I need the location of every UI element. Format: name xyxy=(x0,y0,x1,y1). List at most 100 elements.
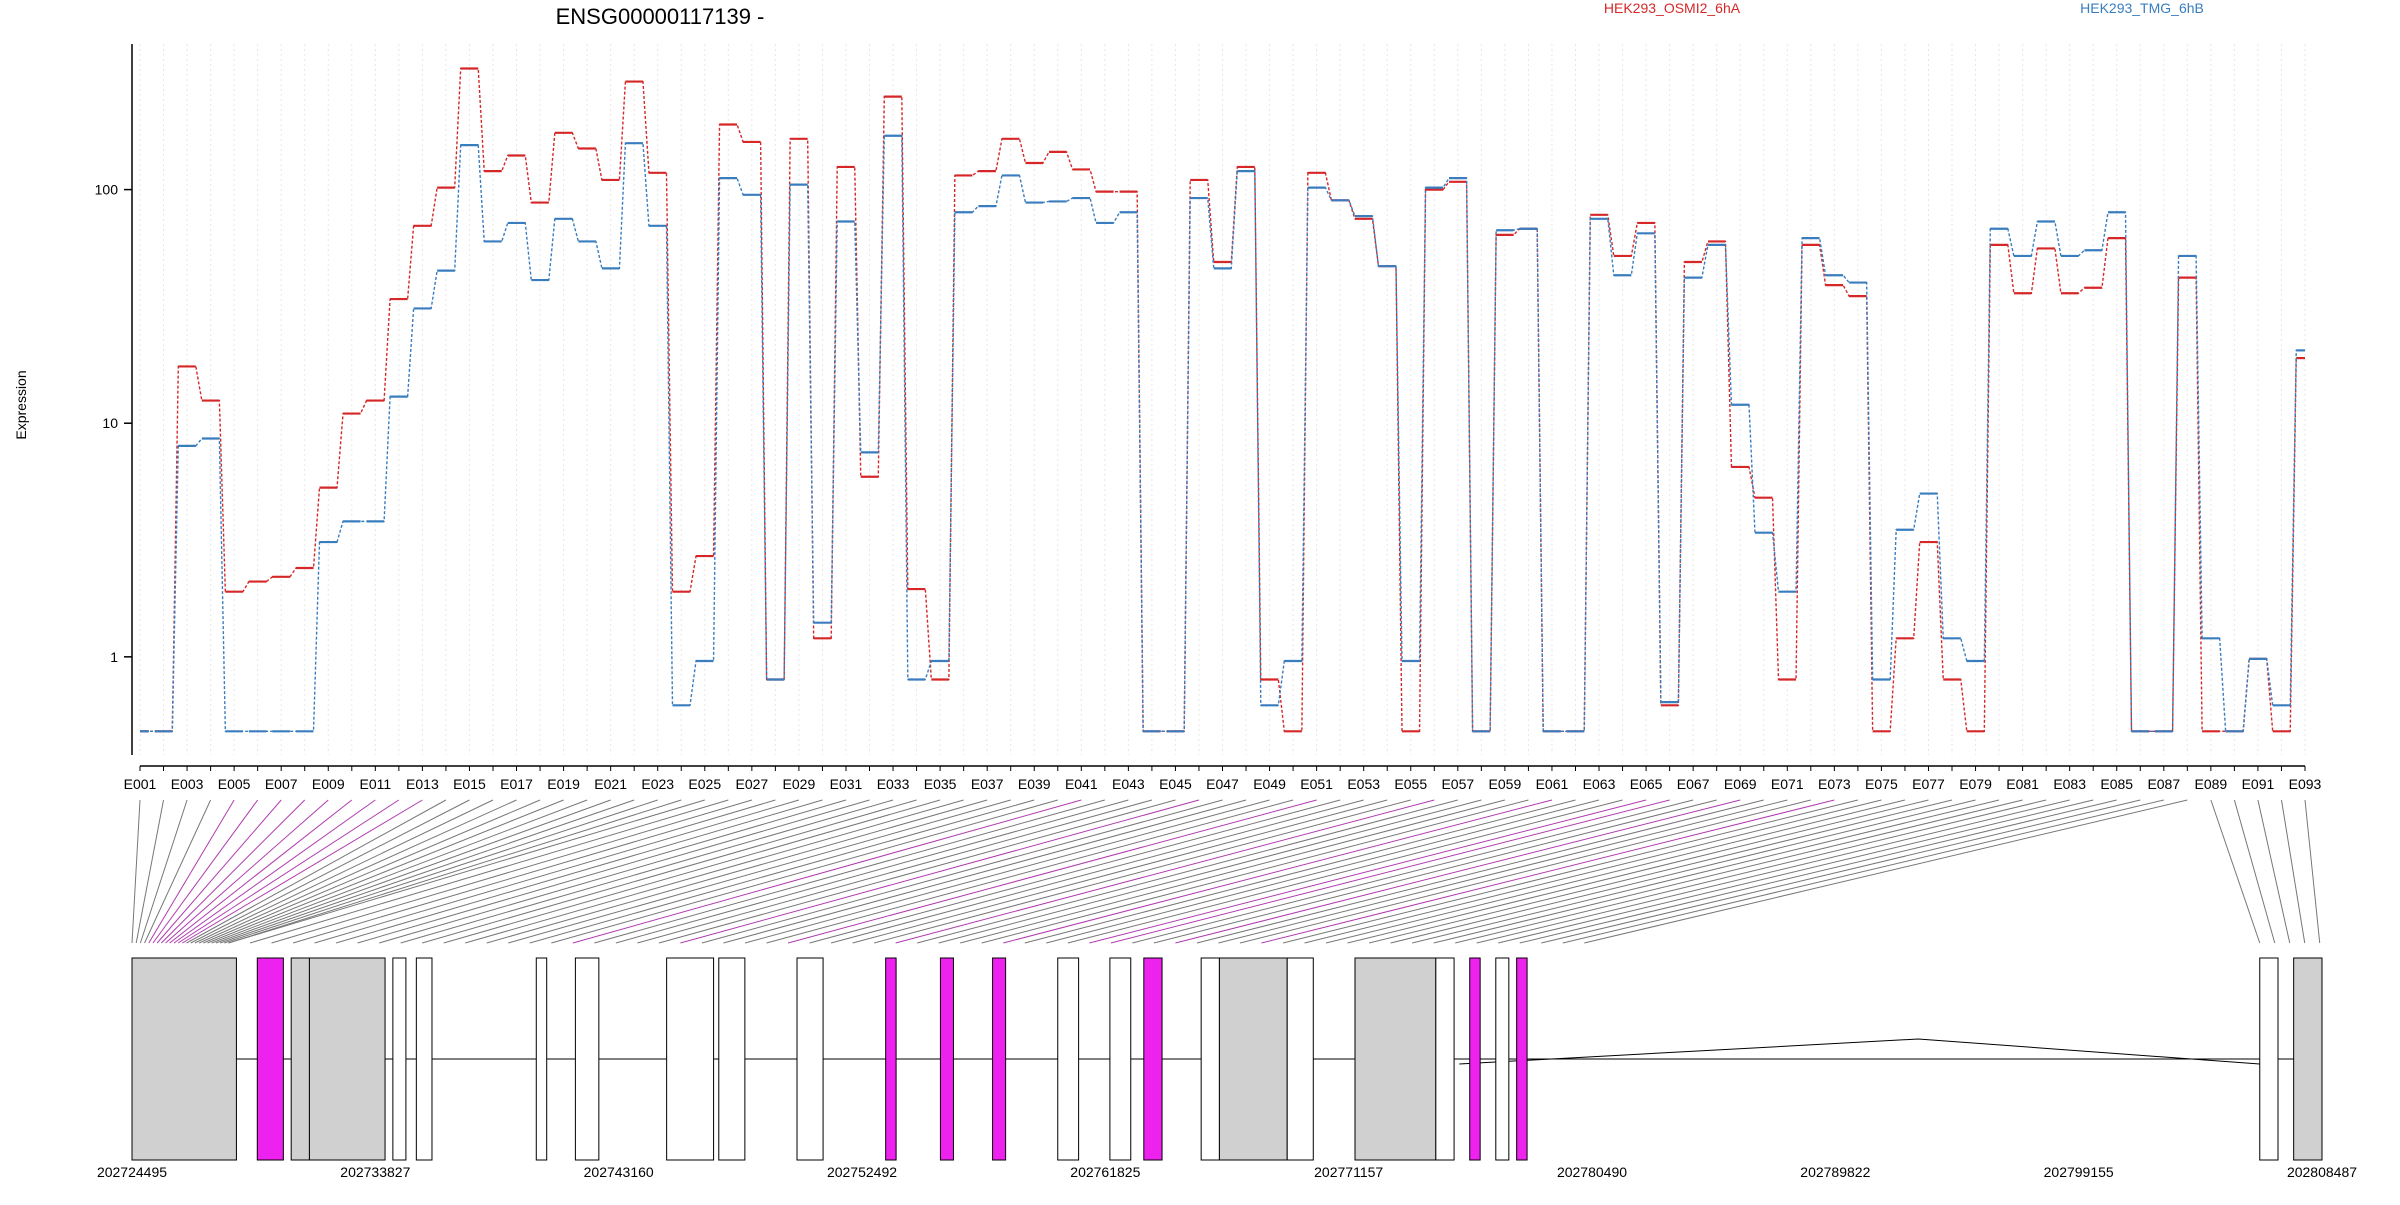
exon-box xyxy=(535,957,548,1161)
exon-connector xyxy=(194,799,494,944)
x-tick-label: E005 xyxy=(218,776,251,792)
exon-box xyxy=(131,957,237,1161)
x-tick-label: E083 xyxy=(2053,776,2086,792)
exon-connector xyxy=(787,799,1317,944)
coordinate-label: 202733827 xyxy=(340,1164,410,1180)
exon-connector xyxy=(981,799,1529,944)
exon-connector xyxy=(211,799,588,944)
series-2 xyxy=(140,134,2305,733)
exon-connector xyxy=(2280,799,2306,944)
exon-connector xyxy=(830,799,1364,944)
exon-connector xyxy=(1218,799,1788,944)
exon-connector xyxy=(1067,799,1623,944)
x-tick-label: E007 xyxy=(265,776,298,792)
series-layer xyxy=(140,67,2305,733)
coordinate-label: 202808487 xyxy=(2287,1164,2357,1180)
connector-layer xyxy=(131,799,2321,944)
exon-connector xyxy=(723,799,1247,944)
exon-box xyxy=(885,957,897,1161)
exon-connector xyxy=(1519,799,2117,944)
exon-connector xyxy=(1046,799,1600,944)
coordinate-label: 202743160 xyxy=(584,1164,654,1180)
x-tick-label: E063 xyxy=(1583,776,1616,792)
exon-connector xyxy=(228,799,705,944)
grid-layer xyxy=(139,44,2306,755)
exon-connector xyxy=(1304,799,1882,944)
x-tick-label: E041 xyxy=(1065,776,1098,792)
x-tick-label: E045 xyxy=(1159,776,1192,792)
exon-connector xyxy=(1325,799,1906,944)
exon-box xyxy=(256,957,284,1161)
exon-connector xyxy=(1368,799,1953,944)
exon-connector xyxy=(917,799,1458,944)
exon-connector xyxy=(1003,799,1553,944)
exon-connector xyxy=(228,799,682,944)
exon-connector xyxy=(873,799,1411,944)
exon-connector xyxy=(1132,799,1694,944)
x-tick-label: E015 xyxy=(453,776,486,792)
exon-connector xyxy=(1433,799,2023,944)
x-tick-label: E057 xyxy=(1441,776,1474,792)
exon-connector xyxy=(744,799,1270,944)
exon-connector xyxy=(615,799,1129,944)
exon-connector xyxy=(173,799,376,944)
exon-connector xyxy=(378,799,870,944)
exon-connector xyxy=(190,799,470,944)
exon-connector xyxy=(701,799,1223,944)
exon-connector xyxy=(135,799,165,944)
x-tick-label: E079 xyxy=(1959,776,1992,792)
exon-box xyxy=(718,957,746,1161)
exon-connector xyxy=(852,799,1388,944)
exon-connector xyxy=(2210,799,2261,944)
exon-box xyxy=(2293,957,2323,1161)
coordinate-label: 202789822 xyxy=(1800,1164,1870,1180)
x-tick-label: E089 xyxy=(2195,776,2228,792)
x-tick-label: E009 xyxy=(312,776,345,792)
exon-box xyxy=(1495,957,1510,1161)
exon-connector xyxy=(203,799,541,944)
exon-box xyxy=(290,957,310,1161)
exon-connector xyxy=(637,799,1153,944)
exon-connector xyxy=(139,799,188,944)
exon-connector xyxy=(400,799,894,944)
exon-connector xyxy=(938,799,1482,944)
x-tick-label: E023 xyxy=(641,776,674,792)
exon-connector xyxy=(551,799,1058,944)
exon-connector xyxy=(1024,799,1576,944)
exon-connector xyxy=(1347,799,1929,944)
coordinate-label: 202724495 xyxy=(97,1164,167,1180)
x-tick-label: E037 xyxy=(971,776,1004,792)
exon-connector xyxy=(572,799,1082,944)
coordinate-label: 202780490 xyxy=(1557,1164,1627,1180)
exon-connector xyxy=(1110,799,1670,944)
exon-connector xyxy=(1584,799,2188,944)
coordinate-label: 202761825 xyxy=(1070,1164,1140,1180)
x-tick-label: E047 xyxy=(1206,776,1239,792)
exon-connector xyxy=(148,799,235,944)
exon-box xyxy=(1143,957,1163,1161)
x-tick-label: E065 xyxy=(1630,776,1663,792)
coordinate-label: 202752492 xyxy=(827,1164,897,1180)
exon-connector xyxy=(1261,799,1835,944)
axis-layer xyxy=(124,44,2306,771)
exon-connector xyxy=(198,799,517,944)
exon-connector xyxy=(960,799,1506,944)
exon-box xyxy=(1200,957,1220,1161)
exon-connector xyxy=(292,799,776,944)
exon-connector xyxy=(186,799,447,944)
exon-connector xyxy=(680,799,1200,944)
exon-connector xyxy=(131,799,141,944)
x-tick-label: E077 xyxy=(1912,776,1945,792)
exon-connector xyxy=(1390,799,1976,944)
exon-connector xyxy=(219,799,635,944)
x-tick-label: E069 xyxy=(1724,776,1757,792)
exon-box xyxy=(1286,957,1314,1161)
exon-connector xyxy=(895,799,1435,944)
x-tick-label: E059 xyxy=(1489,776,1522,792)
exon-connector xyxy=(1153,799,1717,944)
x-tick-label: E001 xyxy=(124,776,157,792)
x-tick-label: E029 xyxy=(783,776,816,792)
x-tick-label: E019 xyxy=(547,776,580,792)
exon-connector xyxy=(1562,799,2164,944)
